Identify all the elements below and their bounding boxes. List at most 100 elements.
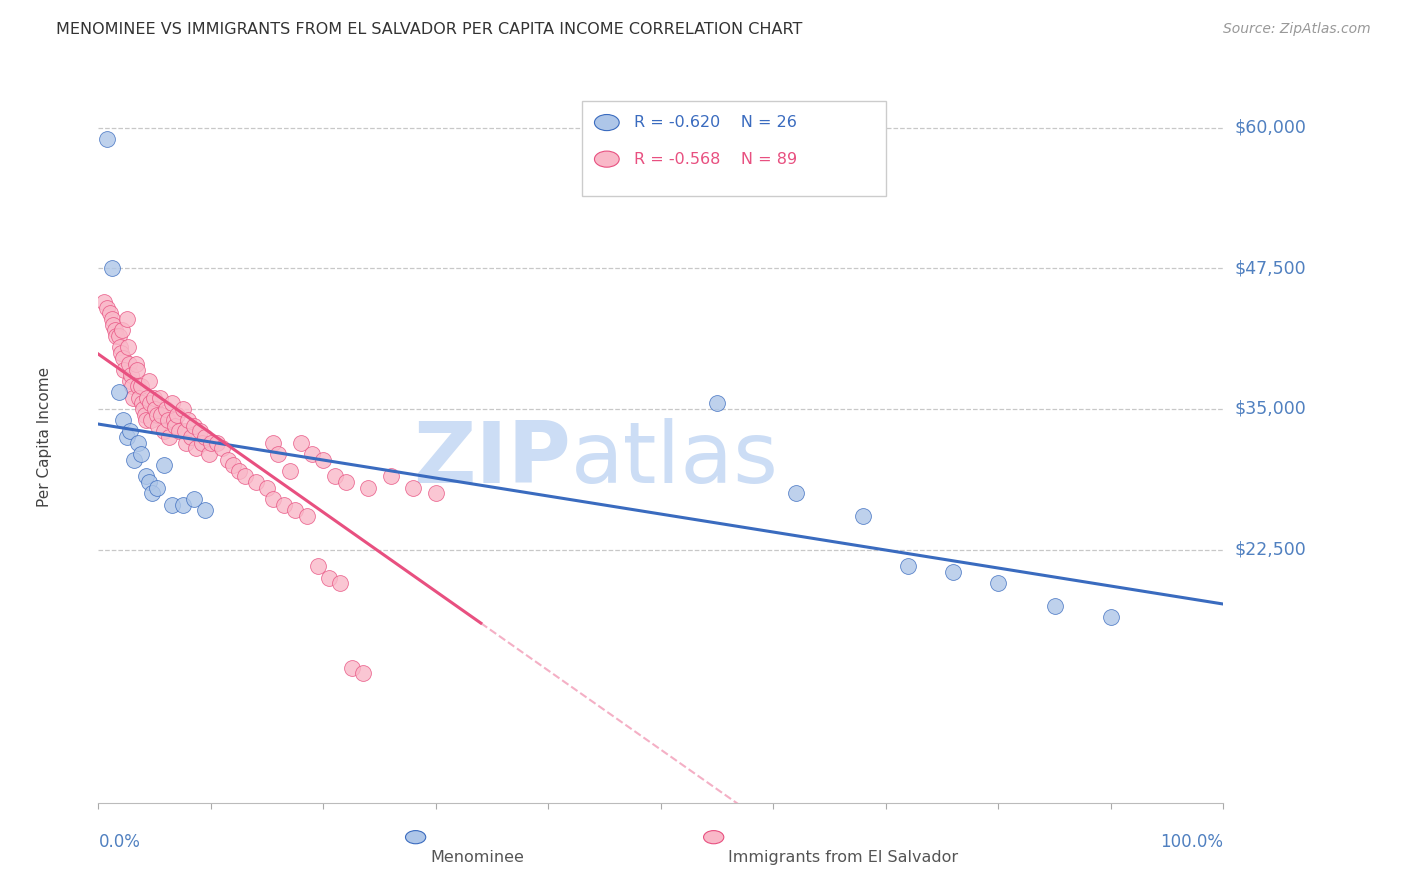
Point [1099, 610, 1122, 624]
Point [93, 295, 115, 310]
Point [987, 576, 1010, 591]
Point [172, 498, 194, 512]
Text: Immigrants from El Salvador: Immigrants from El Salvador [728, 850, 959, 865]
Point [172, 401, 194, 416]
Text: R = -0.620    N = 26: R = -0.620 N = 26 [634, 115, 797, 130]
Point [135, 413, 157, 427]
Point [124, 452, 146, 467]
Point [138, 475, 160, 489]
Point [96, 132, 118, 146]
Point [301, 447, 323, 461]
Point [135, 469, 157, 483]
Point [115, 312, 138, 326]
Point [146, 481, 169, 495]
Point [233, 469, 256, 483]
Text: 100.0%: 100.0% [1160, 833, 1223, 851]
Point [262, 435, 284, 450]
Point [122, 391, 145, 405]
Text: Menominee: Menominee [430, 850, 524, 865]
Point [194, 430, 217, 444]
Point [101, 261, 124, 276]
Point [152, 425, 174, 439]
Point [132, 401, 155, 416]
Point [174, 435, 197, 450]
Point [897, 559, 920, 574]
Point [141, 486, 163, 500]
Point [318, 571, 340, 585]
Point [129, 379, 152, 393]
Point [228, 464, 250, 478]
Point [118, 425, 141, 439]
Point [785, 486, 807, 500]
Text: atlas: atlas [571, 417, 779, 500]
Point [312, 452, 335, 467]
Point [131, 396, 153, 410]
Point [166, 408, 188, 422]
Point [852, 508, 875, 523]
Point [118, 357, 141, 371]
Point [155, 401, 177, 416]
Point [142, 391, 165, 405]
Point [329, 576, 352, 591]
Point [118, 374, 141, 388]
Point [107, 385, 129, 400]
Point [284, 503, 307, 517]
Point [157, 413, 180, 427]
Text: R = -0.568    N = 89: R = -0.568 N = 89 [634, 152, 797, 167]
Point [357, 481, 380, 495]
Point [256, 481, 278, 495]
Point [135, 391, 157, 405]
Point [129, 447, 152, 461]
Point [323, 469, 346, 483]
Point [160, 396, 183, 410]
Point [706, 396, 728, 410]
Circle shape [595, 151, 619, 167]
Text: $60,000: $60,000 [1234, 119, 1306, 136]
Point [104, 323, 127, 337]
Point [141, 413, 163, 427]
Point [107, 328, 129, 343]
Point [108, 340, 131, 354]
Point [146, 418, 169, 433]
Point [117, 340, 139, 354]
Point [180, 430, 202, 444]
Text: $22,500: $22,500 [1234, 541, 1306, 558]
Point [101, 318, 124, 332]
Point [273, 498, 295, 512]
Point [194, 503, 217, 517]
Point [197, 447, 219, 461]
Point [105, 328, 128, 343]
Text: $47,500: $47,500 [1234, 260, 1306, 277]
Point [111, 323, 134, 337]
Text: MENOMINEE VS IMMIGRANTS FROM EL SALVADOR PER CAPITA INCOME CORRELATION CHART: MENOMINEE VS IMMIGRANTS FROM EL SALVADOR… [56, 22, 803, 37]
Point [262, 491, 284, 506]
Point [128, 391, 150, 405]
Point [245, 475, 267, 489]
Point [278, 464, 301, 478]
Point [124, 357, 146, 371]
Point [112, 351, 135, 366]
Text: Per Capita Income: Per Capita Income [37, 367, 52, 508]
Point [188, 425, 211, 439]
Point [112, 362, 135, 376]
Text: Source: ZipAtlas.com: Source: ZipAtlas.com [1223, 22, 1371, 37]
Point [335, 475, 357, 489]
Point [402, 481, 425, 495]
Point [127, 435, 149, 450]
Point [146, 408, 169, 422]
Circle shape [405, 830, 426, 844]
Point [143, 401, 166, 416]
Point [222, 458, 245, 473]
Point [380, 469, 402, 483]
Point [149, 391, 172, 405]
Circle shape [703, 830, 724, 844]
Text: 0.0%: 0.0% [98, 833, 141, 851]
Point [191, 435, 214, 450]
Text: ZIP: ZIP [413, 417, 571, 500]
Point [352, 666, 374, 681]
Point [1043, 599, 1066, 613]
Point [205, 435, 228, 450]
Point [295, 508, 318, 523]
Point [150, 408, 173, 422]
Text: $35,000: $35,000 [1234, 400, 1306, 418]
